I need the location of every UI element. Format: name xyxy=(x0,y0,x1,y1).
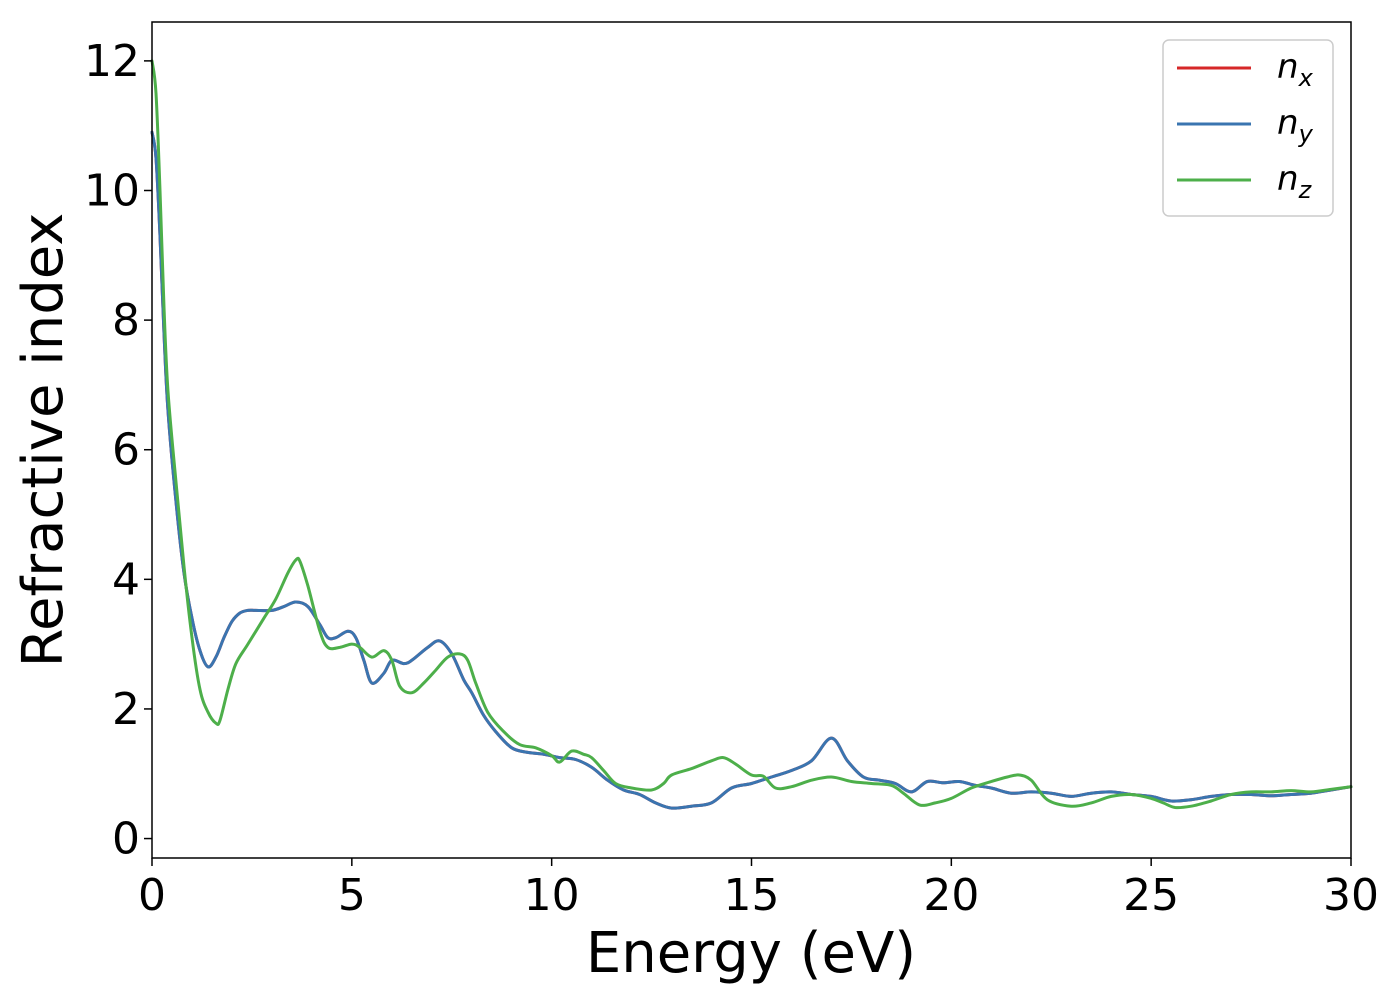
y-tick-label: 10 xyxy=(84,165,140,216)
x-tick-label: 15 xyxy=(724,870,780,921)
x-tick-label: 0 xyxy=(138,870,166,921)
series-line-z xyxy=(150,59,1353,810)
x-tick-label: 10 xyxy=(524,870,580,921)
x-tick-label: 20 xyxy=(923,870,979,921)
y-axis: 0 2 4 6 8 10 12 xyxy=(84,36,152,865)
legend-label-z: nz xyxy=(1277,159,1313,204)
x-tick-label: 30 xyxy=(1323,870,1379,921)
y-tick-label: 4 xyxy=(112,554,140,605)
legend-box xyxy=(1162,39,1334,217)
series-line-y xyxy=(150,130,1353,810)
legend: nx ny nz xyxy=(1162,39,1334,217)
x-axis-label: Energy (eV) xyxy=(586,921,916,986)
x-axis: 0 5 10 15 20 25 30 xyxy=(138,858,1379,921)
x-tick-label: 25 xyxy=(1123,870,1179,921)
y-tick-label: 2 xyxy=(112,684,140,735)
y-axis-label: Refractive index xyxy=(11,213,76,668)
legend-label-x: nx xyxy=(1277,47,1314,92)
y-tick-label: 12 xyxy=(84,36,140,87)
x-tick-label: 5 xyxy=(338,870,366,921)
series-layer xyxy=(150,59,1353,810)
legend-label-y: ny xyxy=(1277,103,1314,148)
y-tick-label: 0 xyxy=(112,814,140,865)
y-tick-label: 6 xyxy=(112,425,140,476)
plot-area xyxy=(152,22,1351,858)
y-tick-label: 8 xyxy=(112,295,140,346)
